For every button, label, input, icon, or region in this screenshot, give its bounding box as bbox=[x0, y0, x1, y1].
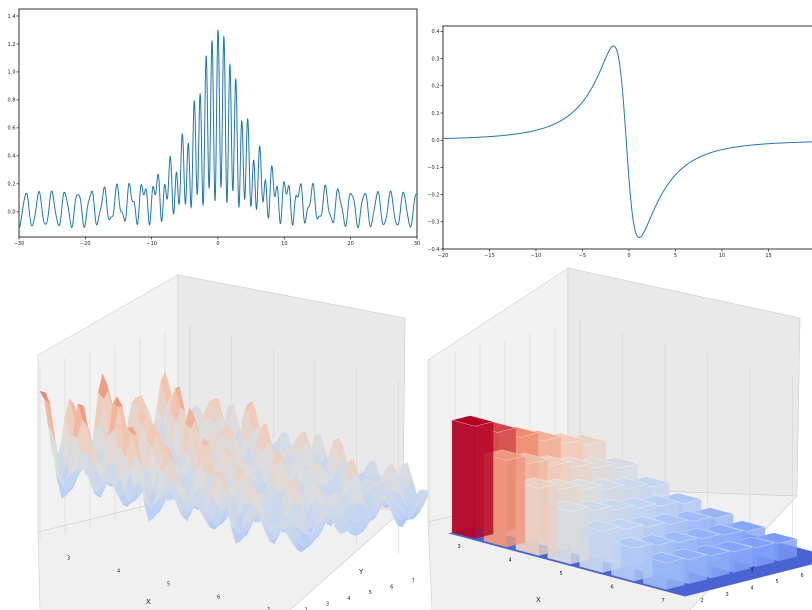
p0-y-tick-label: 1.4 bbox=[8, 14, 16, 20]
p1-y-tick-label: 0.2 bbox=[432, 84, 440, 90]
bar-top-face bbox=[451, 415, 494, 427]
s1-y-tick-label: 6 bbox=[390, 584, 393, 590]
p0-y-tick-label: 0.0 bbox=[8, 210, 16, 216]
bar-top-face bbox=[610, 537, 654, 549]
p0-x-tick-label: 10 bbox=[281, 241, 287, 247]
bar-top-face bbox=[515, 477, 558, 489]
plot2-frame bbox=[442, 25, 812, 250]
s2-y-tick-label: 5 bbox=[776, 579, 779, 585]
plot1-series-line bbox=[18, 29, 418, 229]
p1-x-tick-label: 10 bbox=[719, 253, 725, 259]
s1-x-tick-label: 5 bbox=[167, 582, 170, 588]
p1-y-tick-label: −0.4 bbox=[427, 247, 439, 253]
bar-side-face bbox=[538, 483, 558, 556]
p0-y-tick-label: 0.2 bbox=[8, 182, 16, 188]
bar-side-face bbox=[570, 506, 589, 565]
plot2-series-line bbox=[442, 45, 812, 239]
surface-facet bbox=[39, 391, 50, 404]
s2-x-tick-label: 3 bbox=[458, 544, 461, 550]
p0-y-tick-label: 0.4 bbox=[8, 154, 16, 160]
s1-x-tick-label: 3 bbox=[67, 556, 70, 562]
p0-x-tick-label: −10 bbox=[146, 241, 157, 247]
bar-side-face bbox=[602, 526, 621, 573]
bar-top-face bbox=[642, 552, 685, 564]
s2-x-tick-label: 7 bbox=[662, 598, 665, 604]
bar-top-face bbox=[723, 520, 766, 532]
bar-top-face bbox=[687, 544, 730, 556]
p1-y-tick-label: 0.3 bbox=[432, 56, 440, 62]
line-plot-1: −30 −20 −10 0 10 20 30 0.0 0.2 0.4 0.6 0.8 1.0 1.2 1.… bbox=[8, 8, 420, 247]
s1-x-tick-label: 4 bbox=[117, 569, 120, 575]
p1-x-tick-label: −5 bbox=[579, 253, 586, 259]
p1-x-tick-label: 0 bbox=[627, 253, 630, 259]
p0-x-tick-label: 0 bbox=[216, 241, 219, 247]
bar-side-face bbox=[634, 543, 653, 582]
bar-top-face bbox=[700, 524, 744, 536]
s1-y-tick-label: 5 bbox=[369, 590, 372, 596]
p1-y-tick-label: 0.0 bbox=[432, 138, 440, 144]
p1-y-tick-label: 0.4 bbox=[432, 29, 440, 35]
bar-side-face bbox=[666, 558, 685, 590]
p0-y-tick-label: 0.6 bbox=[8, 126, 16, 132]
p1-x-tick-label: 15 bbox=[765, 253, 771, 259]
p0-x-tick-label: 30 bbox=[414, 241, 420, 247]
surface-plot-2: 34567234567 X Y bbox=[427, 267, 812, 610]
s1-y-tick-label: 7 bbox=[412, 579, 415, 585]
p0-x-tick-label: −20 bbox=[80, 241, 91, 247]
s1-x-tick-label: 7 bbox=[267, 608, 270, 610]
p1-x-tick-label: 5 bbox=[674, 253, 677, 259]
s1-y-tick-label: 2 bbox=[304, 607, 307, 610]
s2-x-tick-label: 5 bbox=[560, 571, 563, 577]
bar-top-face bbox=[732, 536, 775, 548]
s2-y-tick-label: 4 bbox=[751, 585, 754, 591]
p0-y-tick-label: 1.0 bbox=[8, 70, 16, 76]
p0-x-tick-label: −30 bbox=[14, 241, 25, 247]
s2-y-tick-label: 2 bbox=[701, 598, 704, 604]
bar-top-face bbox=[483, 449, 526, 461]
p1-x-tick-label: −10 bbox=[531, 253, 542, 259]
bar-top-face bbox=[710, 541, 753, 553]
plot1-frame bbox=[18, 8, 418, 238]
p0-y-tick-label: 0.8 bbox=[8, 98, 16, 104]
bar-top-face bbox=[755, 532, 798, 544]
bar-top-face bbox=[547, 500, 590, 512]
bar-side-face bbox=[688, 554, 708, 585]
bar-top-face bbox=[579, 520, 622, 532]
p1-y-tick-label: −0.3 bbox=[427, 220, 439, 226]
s2-x-axis-label: X bbox=[536, 596, 541, 604]
p0-y-tick-label: 1.2 bbox=[8, 42, 16, 48]
s2-y-tick-label: 6 bbox=[801, 573, 804, 579]
surface-plot-1: 345672345678 X Y bbox=[37, 274, 445, 610]
s1-x-axis-label: X bbox=[146, 598, 151, 606]
p1-y-tick-label: 0.1 bbox=[432, 111, 440, 117]
p1-y-tick-label: −0.2 bbox=[427, 192, 439, 198]
bar-side-face bbox=[474, 421, 494, 539]
s2-x-tick-label: 4 bbox=[509, 557, 512, 563]
bar-front-face bbox=[451, 419, 476, 539]
s1-y-axis-label: Y bbox=[358, 568, 364, 576]
s1-y-tick-label: 3 bbox=[326, 602, 329, 608]
s2-x-tick-label: 6 bbox=[611, 585, 614, 591]
p1-x-tick-label: −20 bbox=[438, 253, 449, 259]
p0-x-tick-label: 20 bbox=[347, 241, 353, 247]
s2-y-axis-label: Y bbox=[749, 566, 755, 574]
p1-y-tick-label: −0.1 bbox=[427, 165, 439, 171]
p1-x-tick-label: −15 bbox=[484, 253, 495, 259]
s1-y-tick-label: 4 bbox=[347, 596, 350, 602]
s1-x-tick-label: 6 bbox=[217, 595, 220, 601]
s2-y-tick-label: 3 bbox=[726, 592, 729, 598]
bar-side-face bbox=[506, 455, 526, 548]
line-plot-2: −20 −15 −10 −5 0 5 10 15 −0.4 −0.3 −0.2 −0.1 0.0 0.1… bbox=[427, 25, 812, 259]
